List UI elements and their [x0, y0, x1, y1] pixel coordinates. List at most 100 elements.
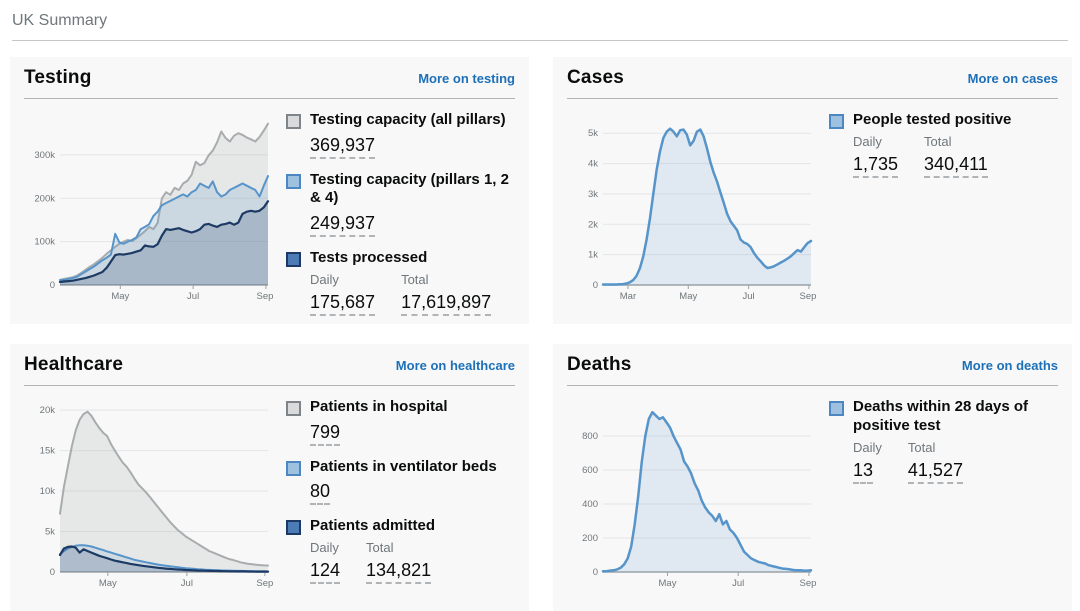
legend-label: Patients admitted — [310, 517, 436, 535]
svg-text:Sep: Sep — [257, 291, 274, 302]
total-heading: Total — [924, 133, 952, 149]
svg-text:600: 600 — [582, 465, 598, 476]
testing-panel-header: Testing More on testing — [24, 67, 515, 99]
daily-heading: Daily — [853, 133, 882, 149]
total-value: 340,411 — [924, 153, 988, 178]
svg-text:15k: 15k — [40, 446, 56, 457]
legend-label: Patients in hospital — [310, 398, 448, 415]
svg-text:May: May — [111, 291, 129, 302]
legend-item: Testing capacity (all pillars) 369,937 — [286, 111, 515, 159]
legend-item: Testing capacity (pillars 1, 2 & 4) 249,… — [286, 170, 515, 238]
blue-series-swatch-icon — [286, 173, 301, 189]
more-on-cases-link[interactable]: More on cases — [967, 71, 1058, 86]
deaths-chart[interactable]: 0 200 400 600 800 May Jul Sep — [567, 394, 819, 594]
cases-legend: People tested positive Daily 1,735 Total… — [829, 107, 1058, 307]
svg-text:10k: 10k — [40, 486, 56, 497]
gray-series-swatch-icon — [286, 401, 301, 416]
summary-grid: Testing More on testing 0 100k 200k 300k May… — [10, 57, 1072, 611]
daily-value: 124 — [310, 559, 341, 584]
legend-item: Patients in ventilator beds 80 — [286, 457, 515, 506]
deaths-panel-header: Deaths More on deaths — [567, 354, 1058, 386]
svg-text:5k: 5k — [588, 128, 598, 139]
svg-text:1k: 1k — [588, 250, 598, 261]
cases-panel: Cases More on cases 0 1k 2k 3k 4k 5k Mar May Jul… — [553, 57, 1072, 324]
legend-value: 249,937 — [310, 213, 515, 238]
legend-value: 80 — [310, 481, 497, 506]
legend-label: People tested positive — [853, 111, 1012, 128]
healthcare-panel-header: Healthcare More on healthcare — [24, 354, 515, 386]
svg-text:0: 0 — [593, 280, 598, 291]
svg-text:May: May — [99, 578, 117, 589]
svg-text:100k: 100k — [34, 237, 55, 248]
more-on-healthcare-link[interactable]: More on healthcare — [395, 358, 515, 373]
svg-text:May: May — [679, 291, 697, 302]
testing-title: Testing — [24, 67, 92, 88]
testing-legend: Testing capacity (all pillars) 369,937 T… — [286, 107, 515, 327]
deaths-panel: Deaths More on deaths 0 200 400 600 800 May Ju… — [553, 344, 1072, 611]
svg-text:400: 400 — [582, 499, 598, 510]
deaths-legend: Deaths within 28 days of positive test D… — [829, 394, 1058, 594]
total-heading: Total — [401, 271, 429, 287]
svg-text:Mar: Mar — [620, 291, 636, 302]
legend-item: Patients in hospital 799 — [286, 398, 515, 446]
svg-text:2k: 2k — [588, 219, 598, 230]
svg-text:200: 200 — [582, 533, 598, 544]
total-value: 41,527 — [907, 459, 963, 484]
blue-series-swatch-icon — [829, 114, 844, 129]
svg-text:May: May — [659, 578, 677, 589]
daily-value: 13 — [853, 459, 882, 484]
legend-label: Testing capacity (all pillars) — [310, 111, 506, 128]
daily-heading: Daily — [310, 271, 339, 287]
total-heading: Total — [366, 539, 394, 555]
gray-series-swatch-icon — [286, 114, 301, 129]
cases-panel-header: Cases More on cases — [567, 67, 1058, 99]
svg-text:Jul: Jul — [743, 291, 755, 302]
testing-panel: Testing More on testing 0 100k 200k 300k May… — [10, 57, 529, 324]
svg-text:20k: 20k — [40, 405, 56, 416]
testing-chart[interactable]: 0 100k 200k 300k May Jul Sep — [24, 107, 276, 307]
legend-label: Deaths within 28 days of positive test — [853, 398, 1029, 434]
more-on-deaths-link[interactable]: More on deaths — [961, 358, 1058, 373]
healthcare-legend: Patients in hospital 799 Patients in ven… — [286, 394, 515, 596]
total-heading: Total — [907, 439, 936, 455]
legend-label: Tests processed — [310, 248, 428, 266]
svg-text:Sep: Sep — [256, 578, 273, 589]
svg-text:300k: 300k — [34, 150, 55, 161]
svg-text:0: 0 — [50, 280, 55, 291]
cases-title: Cases — [567, 67, 624, 88]
legend-item: Tests processed Daily 175,687 Total 17,6… — [286, 248, 515, 316]
svg-text:4k: 4k — [588, 159, 598, 170]
navy-series-swatch-icon — [286, 520, 301, 536]
svg-text:0: 0 — [593, 567, 598, 578]
svg-text:Jul: Jul — [187, 291, 199, 302]
svg-text:Sep: Sep — [800, 578, 817, 589]
svg-text:Sep: Sep — [800, 291, 817, 302]
daily-heading: Daily — [310, 539, 339, 555]
legend-label: Testing capacity (pillars 1, 2 & 4) — [310, 170, 509, 207]
healthcare-title: Healthcare — [24, 354, 124, 375]
daily-heading: Daily — [853, 439, 882, 455]
legend-label: Patients in ventilator beds — [310, 457, 497, 475]
more-on-testing-link[interactable]: More on testing — [418, 71, 515, 86]
svg-text:800: 800 — [582, 431, 598, 442]
cases-chart[interactable]: 0 1k 2k 3k 4k 5k Mar May Jul Sep — [567, 107, 819, 307]
daily-value: 1,735 — [853, 153, 899, 178]
healthcare-chart[interactable]: 0 5k 10k 15k 20k May Jul Sep — [24, 394, 276, 594]
legend-item: People tested positive Daily 1,735 Total… — [829, 111, 1058, 178]
page-title: UK Summary — [12, 12, 1068, 41]
page-header: UK Summary — [0, 0, 1080, 41]
daily-value: 175,687 — [310, 291, 376, 316]
navy-series-swatch-icon — [286, 251, 301, 267]
svg-text:Jul: Jul — [181, 578, 193, 589]
healthcare-panel: Healthcare More on healthcare 0 5k 10k 15k 2… — [10, 344, 529, 611]
total-value: 17,619,897 — [401, 291, 492, 316]
svg-text:200k: 200k — [34, 193, 55, 204]
svg-text:0: 0 — [50, 567, 55, 578]
deaths-title: Deaths — [567, 354, 632, 375]
svg-text:Jul: Jul — [732, 578, 744, 589]
legend-value: 369,937 — [310, 134, 506, 159]
legend-item: Patients admitted Daily 124 Total 134,82… — [286, 517, 515, 584]
total-value: 134,821 — [366, 559, 432, 584]
legend-item: Deaths within 28 days of positive test D… — [829, 398, 1058, 484]
blue-series-swatch-icon — [829, 401, 844, 416]
